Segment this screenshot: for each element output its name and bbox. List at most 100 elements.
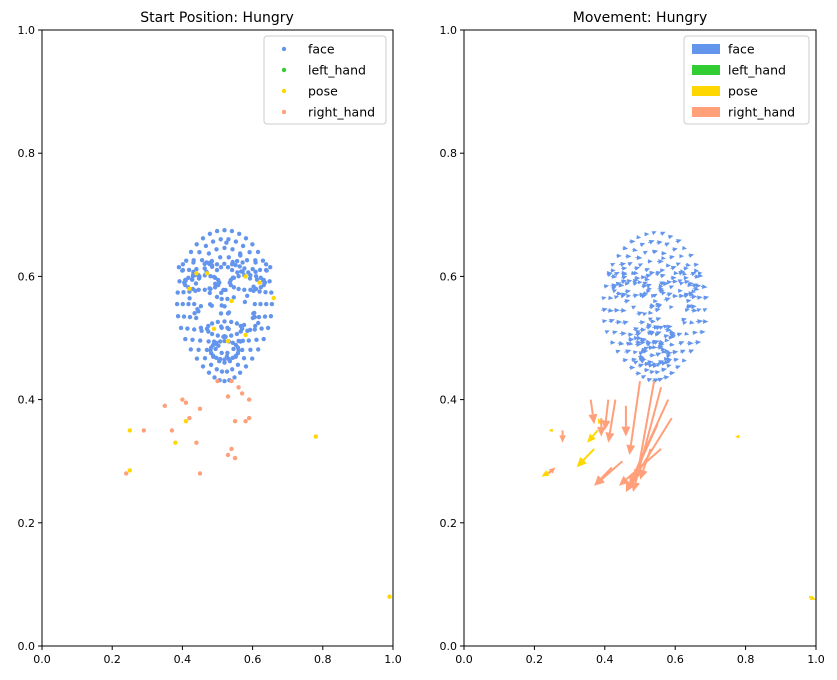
point-pose: [187, 286, 192, 291]
point-right_hand: [124, 471, 129, 476]
arrow-face: [621, 320, 629, 326]
point-face: [242, 299, 248, 305]
arrow-face: [693, 274, 701, 279]
arrow-head: [636, 235, 642, 240]
y-tick-label: 0.8: [440, 147, 458, 160]
arrow-head: [640, 359, 646, 364]
arrow-right_hand: [625, 417, 673, 492]
arrow-head: [683, 275, 689, 281]
arrow-head: [693, 286, 700, 292]
point-face: [200, 364, 206, 369]
arrow-right_hand: [621, 405, 631, 437]
arrow-face: [620, 270, 628, 276]
arrow-head: [655, 272, 661, 277]
arrow-head: [703, 295, 710, 301]
arrow-face: [639, 242, 646, 247]
point-face: [180, 267, 186, 273]
x-tick-label: 1.0: [807, 653, 825, 666]
point-face: [231, 346, 236, 352]
arrow-face: [697, 271, 703, 276]
arrow-shaft: [630, 417, 673, 485]
arrow-face: [640, 293, 647, 299]
arrow-face: [661, 256, 666, 260]
arrow-face: [625, 253, 632, 259]
arrow-face: [619, 331, 627, 336]
arrow-head: [661, 291, 667, 296]
arrow-head: [735, 434, 740, 439]
arrow-face: [627, 332, 634, 337]
point-face: [259, 326, 264, 331]
arrow-head: [666, 263, 671, 268]
arrow-head: [625, 281, 630, 286]
point-face: [209, 331, 215, 337]
arrow-head: [610, 268, 616, 273]
arrow-head: [611, 274, 618, 279]
arrow-head: [626, 253, 632, 259]
arrow-head: [659, 281, 666, 286]
arrow-head: [685, 262, 691, 267]
arrow-shaft: [642, 448, 652, 471]
arrow-face: [671, 349, 679, 355]
point-face: [174, 301, 180, 307]
scatter-panel: Start Position: Hungry 0.0 0.2 0.4 0.6 0.8 1.…: [18, 10, 402, 666]
arrow-head: [621, 292, 628, 298]
point-face: [251, 284, 256, 289]
arrow-head: [652, 339, 659, 345]
arrow-face: [636, 235, 642, 240]
arrow-head: [664, 348, 670, 354]
point-right_hand: [246, 397, 252, 402]
arrow-head: [608, 308, 614, 313]
arrow-face: [651, 294, 656, 299]
point-face: [229, 267, 235, 273]
arrow-face: [670, 265, 677, 271]
arrow-face: [655, 317, 662, 322]
arrow-head: [668, 234, 674, 240]
arrow-head: [672, 247, 678, 252]
arrow-head: [588, 413, 598, 425]
x-tick-label: 0.2: [103, 653, 121, 666]
arrow-face: [644, 268, 651, 273]
arrow-face: [604, 330, 610, 335]
arrow-head: [652, 345, 658, 350]
arrow-face: [663, 375, 670, 380]
arrow-shaft: [629, 380, 641, 446]
arrow-head: [694, 268, 699, 273]
arrow-face: [624, 289, 631, 294]
y-tick-label: 0.0: [18, 640, 36, 653]
arrow-face: [669, 334, 676, 339]
arrow-face: [647, 330, 655, 335]
arrow-head: [597, 418, 603, 425]
arrow-face: [629, 365, 636, 370]
arrow-face: [629, 239, 636, 244]
arrow-head: [621, 307, 627, 313]
arrow-head: [693, 262, 700, 268]
point-face: [242, 266, 247, 271]
point-pose: [204, 271, 210, 276]
arrow-face: [666, 292, 673, 297]
arrow-head: [684, 279, 690, 285]
arrow-face: [653, 299, 658, 304]
arrow-face: [638, 280, 643, 285]
point-face: [218, 255, 223, 260]
arrow-face: [640, 275, 647, 280]
arrow-head: [612, 330, 618, 335]
point-face: [207, 260, 213, 265]
arrow-face: [664, 242, 670, 247]
arrow-head: [660, 231, 666, 236]
point-face: [215, 319, 220, 325]
arrow-face: [672, 293, 679, 299]
arrow-face: [642, 250, 648, 255]
arrow-head: [669, 305, 674, 310]
arrow-head: [679, 254, 685, 259]
point-face: [175, 290, 180, 295]
arrow-head: [636, 339, 642, 345]
arrow-face: [608, 295, 614, 300]
arrow-head: [697, 271, 703, 276]
x-tick-label: 0.8: [737, 653, 755, 666]
point-face: [263, 267, 269, 273]
point-face: [238, 323, 243, 329]
y-tick-label: 0.2: [18, 517, 36, 530]
y-tick-label: 1.0: [440, 24, 458, 37]
arrow-head: [686, 298, 692, 304]
arrow-face: [623, 299, 631, 304]
